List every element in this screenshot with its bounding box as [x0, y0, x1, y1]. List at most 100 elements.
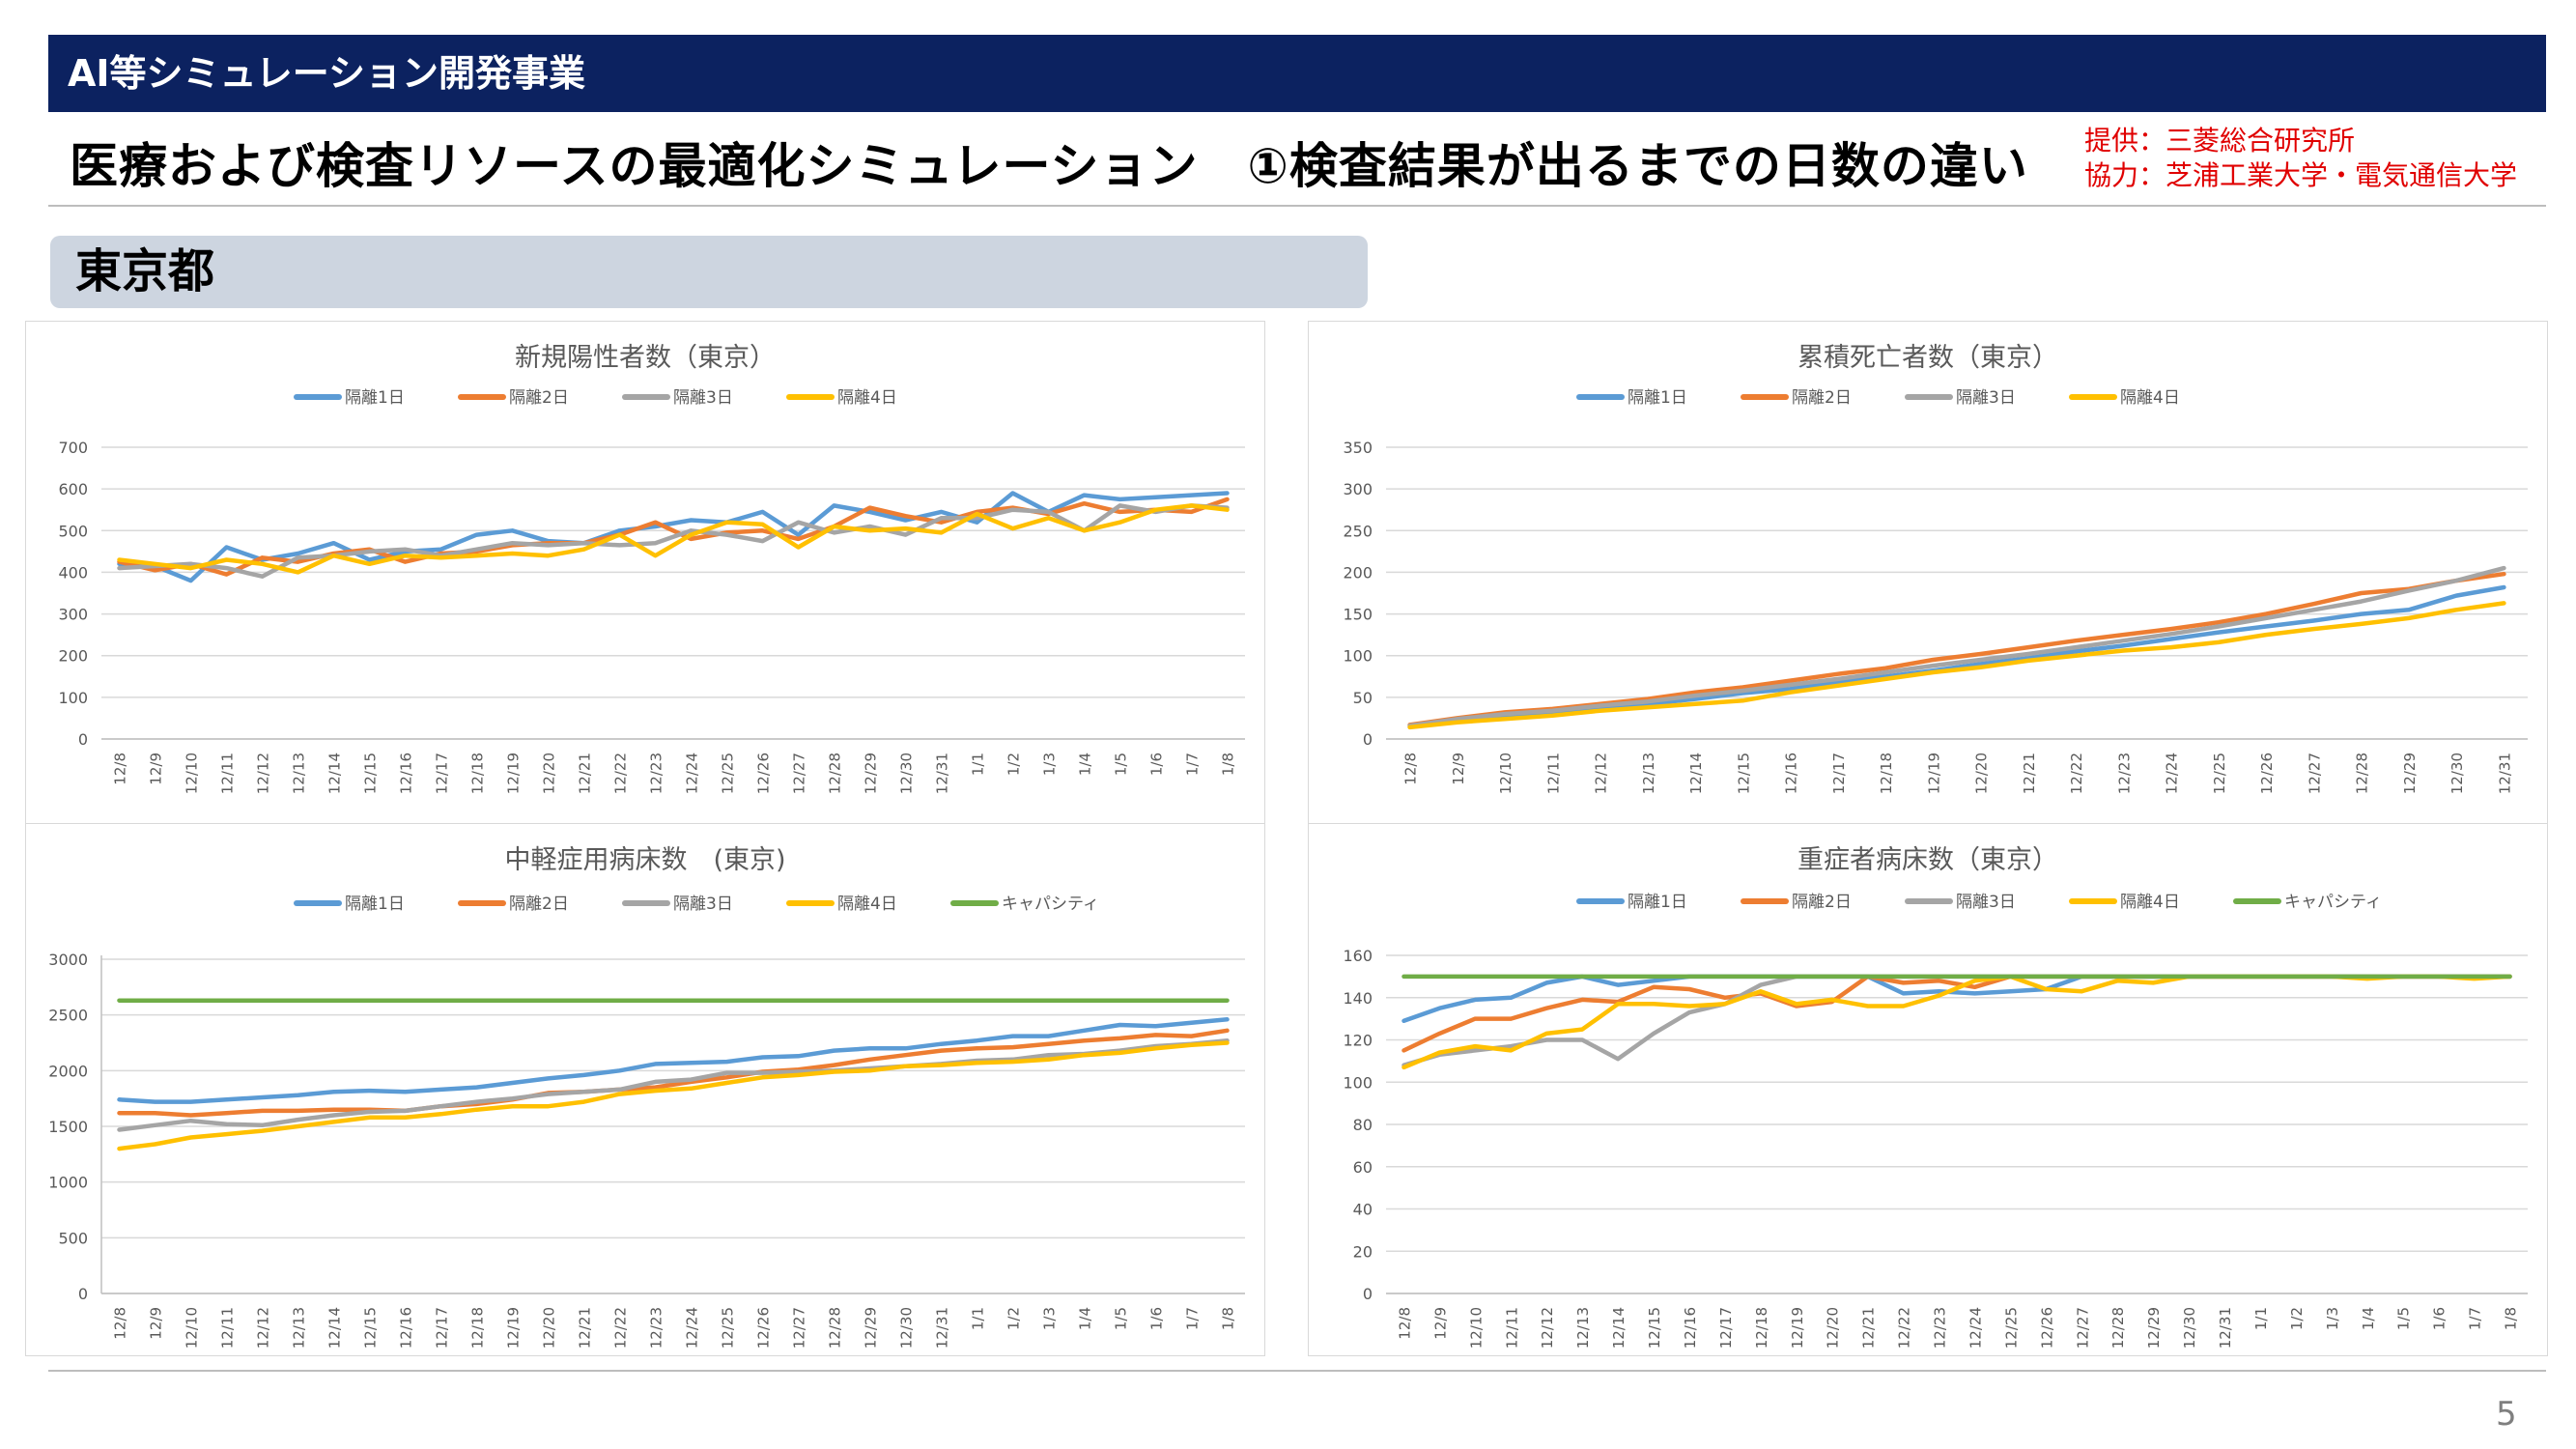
- x-tick-label: 12/26: [755, 753, 773, 794]
- x-tick-label: 12/12: [1539, 1307, 1556, 1349]
- x-tick-label: 12/15: [1646, 1307, 1663, 1349]
- x-tick-label: 1/1: [2252, 1307, 2270, 1330]
- y-tick-label: 2000: [48, 1062, 88, 1080]
- y-tick-label: 250: [1343, 522, 1373, 540]
- x-tick-label: 1/4: [1077, 1307, 1094, 1330]
- y-tick-label: 3000: [48, 951, 88, 969]
- x-tick-label: 12/8: [1396, 1307, 1413, 1340]
- y-tick-label: 600: [58, 480, 88, 498]
- legend-label: キャパシティ: [1002, 895, 1099, 914]
- x-tick-label: 12/26: [755, 1307, 773, 1349]
- x-tick-label: 12/22: [612, 1307, 630, 1349]
- y-tick-label: 120: [1343, 1032, 1373, 1050]
- x-tick-label: 12/20: [541, 753, 558, 794]
- y-tick-label: 2500: [48, 1007, 88, 1025]
- y-tick-label: 200: [1343, 563, 1373, 582]
- y-tick-label: 200: [58, 647, 88, 666]
- x-tick-label: 12/29: [2401, 753, 2419, 794]
- x-tick-label: 12/10: [1467, 1307, 1485, 1349]
- x-tick-label: 12/22: [2068, 753, 2085, 794]
- legend-label: 隔離2日: [509, 388, 569, 408]
- x-tick-label: 12/10: [184, 1307, 201, 1349]
- x-tick-label: 12/30: [898, 1307, 916, 1349]
- x-tick-label: 12/15: [1735, 753, 1752, 794]
- x-tick-label: 1/6: [2431, 1307, 2449, 1330]
- y-tick-label: 500: [58, 522, 88, 540]
- series-line: [117, 491, 1230, 583]
- chart-panel-cumulative-deaths: 累積死亡者数（東京） 隔離1日 隔離2日 隔離3日 隔離4日 0 50 100 150 200 25…: [1308, 321, 2548, 825]
- series-line: [117, 503, 1230, 575]
- series-line: [117, 503, 1230, 579]
- x-tick-label: 12/29: [2145, 1307, 2163, 1349]
- x-tick-label: 12/16: [398, 753, 415, 794]
- x-tick-label: 1/8: [2503, 1307, 2520, 1330]
- x-tick-label: 12/25: [2002, 1307, 2020, 1349]
- y-tick-label: 500: [58, 1229, 88, 1247]
- legend-label: キャパシティ: [2284, 893, 2382, 912]
- x-tick-label: 12/16: [1682, 1307, 1699, 1349]
- series-line: [117, 1040, 1230, 1151]
- x-tick-label: 1/4: [1077, 753, 1094, 776]
- series-line: [1401, 974, 2512, 1070]
- x-tick-label: 12/14: [326, 753, 344, 794]
- x-tick-label: 12/26: [2258, 753, 2276, 794]
- x-tick-label: 12/23: [1932, 1307, 1949, 1349]
- chart-title: 新規陽性者数（東京）: [515, 343, 776, 373]
- y-tick-label: 1000: [48, 1174, 88, 1192]
- x-tick-label: 12/27: [791, 1307, 808, 1349]
- y-tick-label: 1500: [48, 1118, 88, 1136]
- x-tick-label: 12/17: [434, 1307, 451, 1349]
- chart-title: 中軽症用病床数 (東京): [504, 845, 785, 875]
- x-tick-label: 12/30: [2449, 753, 2466, 794]
- y-tick-label: 0: [78, 730, 88, 749]
- x-tick-label: 12/10: [1497, 753, 1514, 794]
- x-tick-label: 12/28: [827, 753, 844, 794]
- x-tick-label: 12/15: [362, 1307, 380, 1349]
- x-tick-label: 12/25: [720, 1307, 737, 1349]
- x-tick-label: 1/1: [970, 753, 987, 776]
- x-tick-label: 12/19: [505, 753, 523, 794]
- x-tick-label: 12/15: [362, 753, 380, 794]
- x-tick-label: 1/4: [2360, 1307, 2377, 1330]
- x-tick-label: 12/19: [1925, 753, 1942, 794]
- x-tick-label: 12/24: [684, 753, 701, 794]
- x-tick-label: 12/25: [2211, 753, 2228, 794]
- y-tick-label: 100: [1343, 647, 1373, 666]
- y-tick-label: 20: [1353, 1242, 1373, 1261]
- x-tick-label: 1/7: [2467, 1307, 2484, 1330]
- x-tick-label: 12/19: [505, 1307, 523, 1349]
- x-tick-label: 12/27: [2306, 753, 2323, 794]
- legend-label: 隔離1日: [1628, 893, 1687, 912]
- x-tick-label: 12/31: [934, 753, 951, 794]
- x-tick-label: 12/20: [541, 1307, 558, 1349]
- x-tick-label: 12/11: [1544, 753, 1562, 794]
- x-tick-label: 12/14: [326, 1307, 344, 1349]
- y-tick-label: 40: [1353, 1201, 1373, 1219]
- x-tick-label: 1/8: [1220, 1307, 1237, 1330]
- x-tick-label: 1/2: [1005, 753, 1023, 776]
- x-tick-label: 1/5: [1113, 1307, 1130, 1330]
- x-tick-label: 12/8: [112, 753, 129, 785]
- legend-label: 隔離3日: [673, 895, 733, 914]
- page-number: 5: [2496, 1395, 2517, 1434]
- y-tick-label: 300: [58, 606, 88, 624]
- x-tick-label: 12/14: [1687, 753, 1705, 794]
- legend-label: 隔離1日: [345, 388, 405, 408]
- y-tick-label: 100: [1343, 1073, 1373, 1092]
- series-line: [117, 1028, 1230, 1118]
- legend-label: 隔離1日: [345, 895, 405, 914]
- x-tick-label: 1/3: [1041, 1307, 1059, 1330]
- legend-label: 隔離3日: [1956, 388, 2016, 408]
- x-tick-label: 12/29: [863, 753, 880, 794]
- x-tick-label: 12/8: [112, 1307, 129, 1340]
- y-tick-label: 140: [1343, 989, 1373, 1008]
- x-tick-label: 12/31: [2496, 753, 2513, 794]
- x-tick-label: 1/6: [1148, 753, 1166, 776]
- credit-cooperation: 協力：芝浦工業大学・電気通信大学: [2084, 159, 2518, 191]
- x-tick-label: 12/12: [255, 1307, 272, 1349]
- series-line: [1407, 601, 2506, 730]
- chart-title: 累積死亡者数（東京）: [1798, 343, 2058, 373]
- x-tick-label: 12/21: [577, 753, 594, 794]
- legend-label: 隔離4日: [837, 895, 897, 914]
- chart-panel-new-positives: 新規陽性者数（東京） 隔離1日 隔離2日 隔離3日 隔離4日 0 100 200 300 400 5…: [25, 321, 1265, 825]
